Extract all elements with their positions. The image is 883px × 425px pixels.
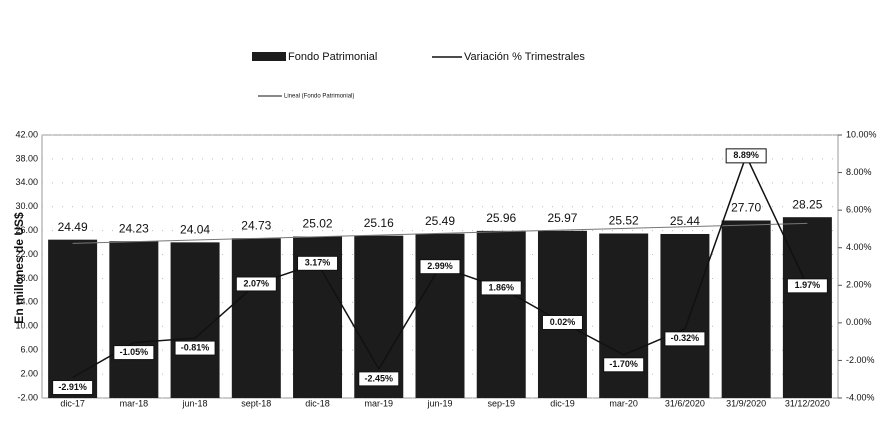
y2-tick-label: 6.00%	[846, 205, 872, 215]
line-label-box	[725, 148, 767, 164]
x-tick-label: dic-17	[60, 398, 85, 408]
legend-swatch-bar	[252, 52, 286, 61]
y-tick-label: 42.00	[15, 129, 38, 139]
y-tick-label: 22.00	[15, 249, 38, 259]
line-value-label: -2.45%	[365, 373, 394, 383]
legend-label: Lineal (Fondo Patrimonial)	[284, 94, 354, 100]
x-tick-label: sep-19	[487, 398, 515, 408]
bar-value-label: 25.44	[670, 214, 700, 228]
line-label-box	[480, 280, 522, 296]
bar	[721, 220, 771, 398]
line-value-label: 3.17%	[305, 258, 331, 268]
line-value-label: -0.81%	[181, 342, 210, 352]
bar	[354, 235, 404, 398]
bar-value-label: 25.16	[364, 216, 394, 230]
x-tick-label: jun-19	[426, 398, 452, 408]
bar	[231, 238, 281, 398]
x-tick-label: mar-19	[365, 398, 394, 408]
bar	[782, 217, 832, 398]
bar	[48, 239, 98, 398]
bar-value-label: 24.04	[180, 223, 210, 237]
line-value-label: 2.07%	[244, 278, 270, 288]
y2-tick-label: -4.00%	[846, 392, 875, 402]
legend-label: Variación % Trimestrales	[464, 51, 585, 63]
x-tick-label: 31/6/2020	[665, 398, 705, 408]
line-value-label: -0.32%	[671, 333, 700, 343]
line-value-label: -1.05%	[120, 347, 149, 357]
bar	[476, 230, 526, 398]
line-label-box	[297, 255, 339, 271]
bar	[660, 233, 710, 398]
line-value-label: 1.97%	[795, 280, 821, 290]
line-value-label: 2.99%	[427, 261, 453, 271]
bar-value-label: 25.96	[486, 211, 516, 225]
y-tick-label: 2.00	[20, 368, 38, 378]
y-tick-label: 26.00	[15, 225, 38, 235]
y-tick-label: 38.00	[15, 153, 38, 163]
line-label-box	[235, 276, 277, 292]
y2-tick-label: 0.00%	[846, 317, 872, 327]
y-axis-title: En millones de US$	[12, 212, 26, 324]
y2-tick-label: 4.00%	[846, 242, 872, 252]
y2-tick-label: 2.00%	[846, 280, 872, 290]
bar-value-label: 25.97	[547, 211, 577, 225]
line-value-label: 1.86%	[488, 282, 514, 292]
y-tick-label: -2.00	[17, 392, 38, 402]
bar-value-label: 25.52	[609, 214, 639, 228]
line-value-label: -1.70%	[609, 359, 638, 369]
bar-value-label: 25.02	[303, 217, 333, 231]
x-tick-label: jun-18	[182, 398, 208, 408]
line-value-label: -2.91%	[58, 382, 87, 392]
line-label-box	[52, 380, 94, 396]
bar	[170, 242, 220, 398]
y2-tick-label: 10.00%	[846, 129, 877, 139]
line-label-box	[174, 340, 216, 356]
line-value-label: 8.89%	[733, 150, 759, 160]
x-tick-label: mar-18	[120, 398, 149, 408]
line-label-box	[786, 278, 828, 294]
trend-line	[72, 222, 808, 244]
line-label-box	[358, 371, 400, 387]
bar	[415, 233, 465, 398]
x-tick-label: 31/12/2020	[785, 398, 830, 408]
x-tick-label: mar-20	[609, 398, 638, 408]
bar	[599, 233, 649, 398]
line-label-box	[603, 357, 645, 373]
x-tick-label: dic-19	[550, 398, 575, 408]
bar-value-label: 28.25	[792, 197, 822, 211]
x-tick-label: dic-18	[305, 398, 330, 408]
y2-tick-label: 8.00%	[846, 167, 872, 177]
bar-value-label: 25.49	[425, 214, 455, 228]
bar-value-label: 24.23	[119, 221, 149, 235]
y-tick-label: 6.00	[20, 345, 38, 355]
bar-value-label: 24.49	[58, 220, 88, 234]
line-label-box	[419, 259, 461, 275]
line-label-box	[541, 314, 583, 330]
line-value-label: 0.02%	[550, 317, 576, 327]
bar	[537, 230, 587, 398]
y-tick-label: 10.00	[15, 321, 38, 331]
bar-value-label: 27.70	[731, 201, 761, 215]
bar-value-label: 24.73	[241, 218, 271, 232]
line-label-box	[113, 345, 155, 361]
line-label-box	[664, 331, 706, 347]
bar	[109, 241, 159, 398]
y-tick-label: 18.00	[15, 273, 38, 283]
y-tick-label: 30.00	[15, 201, 38, 211]
y-tick-label: 14.00	[15, 297, 38, 307]
x-tick-label: 31/9/2020	[726, 398, 766, 408]
y2-tick-label: -2.00%	[846, 355, 875, 365]
y-tick-label: 34.00	[15, 177, 38, 187]
x-tick-label: sept-18	[241, 398, 271, 408]
legend-label: Fondo Patrimonial	[288, 51, 377, 63]
